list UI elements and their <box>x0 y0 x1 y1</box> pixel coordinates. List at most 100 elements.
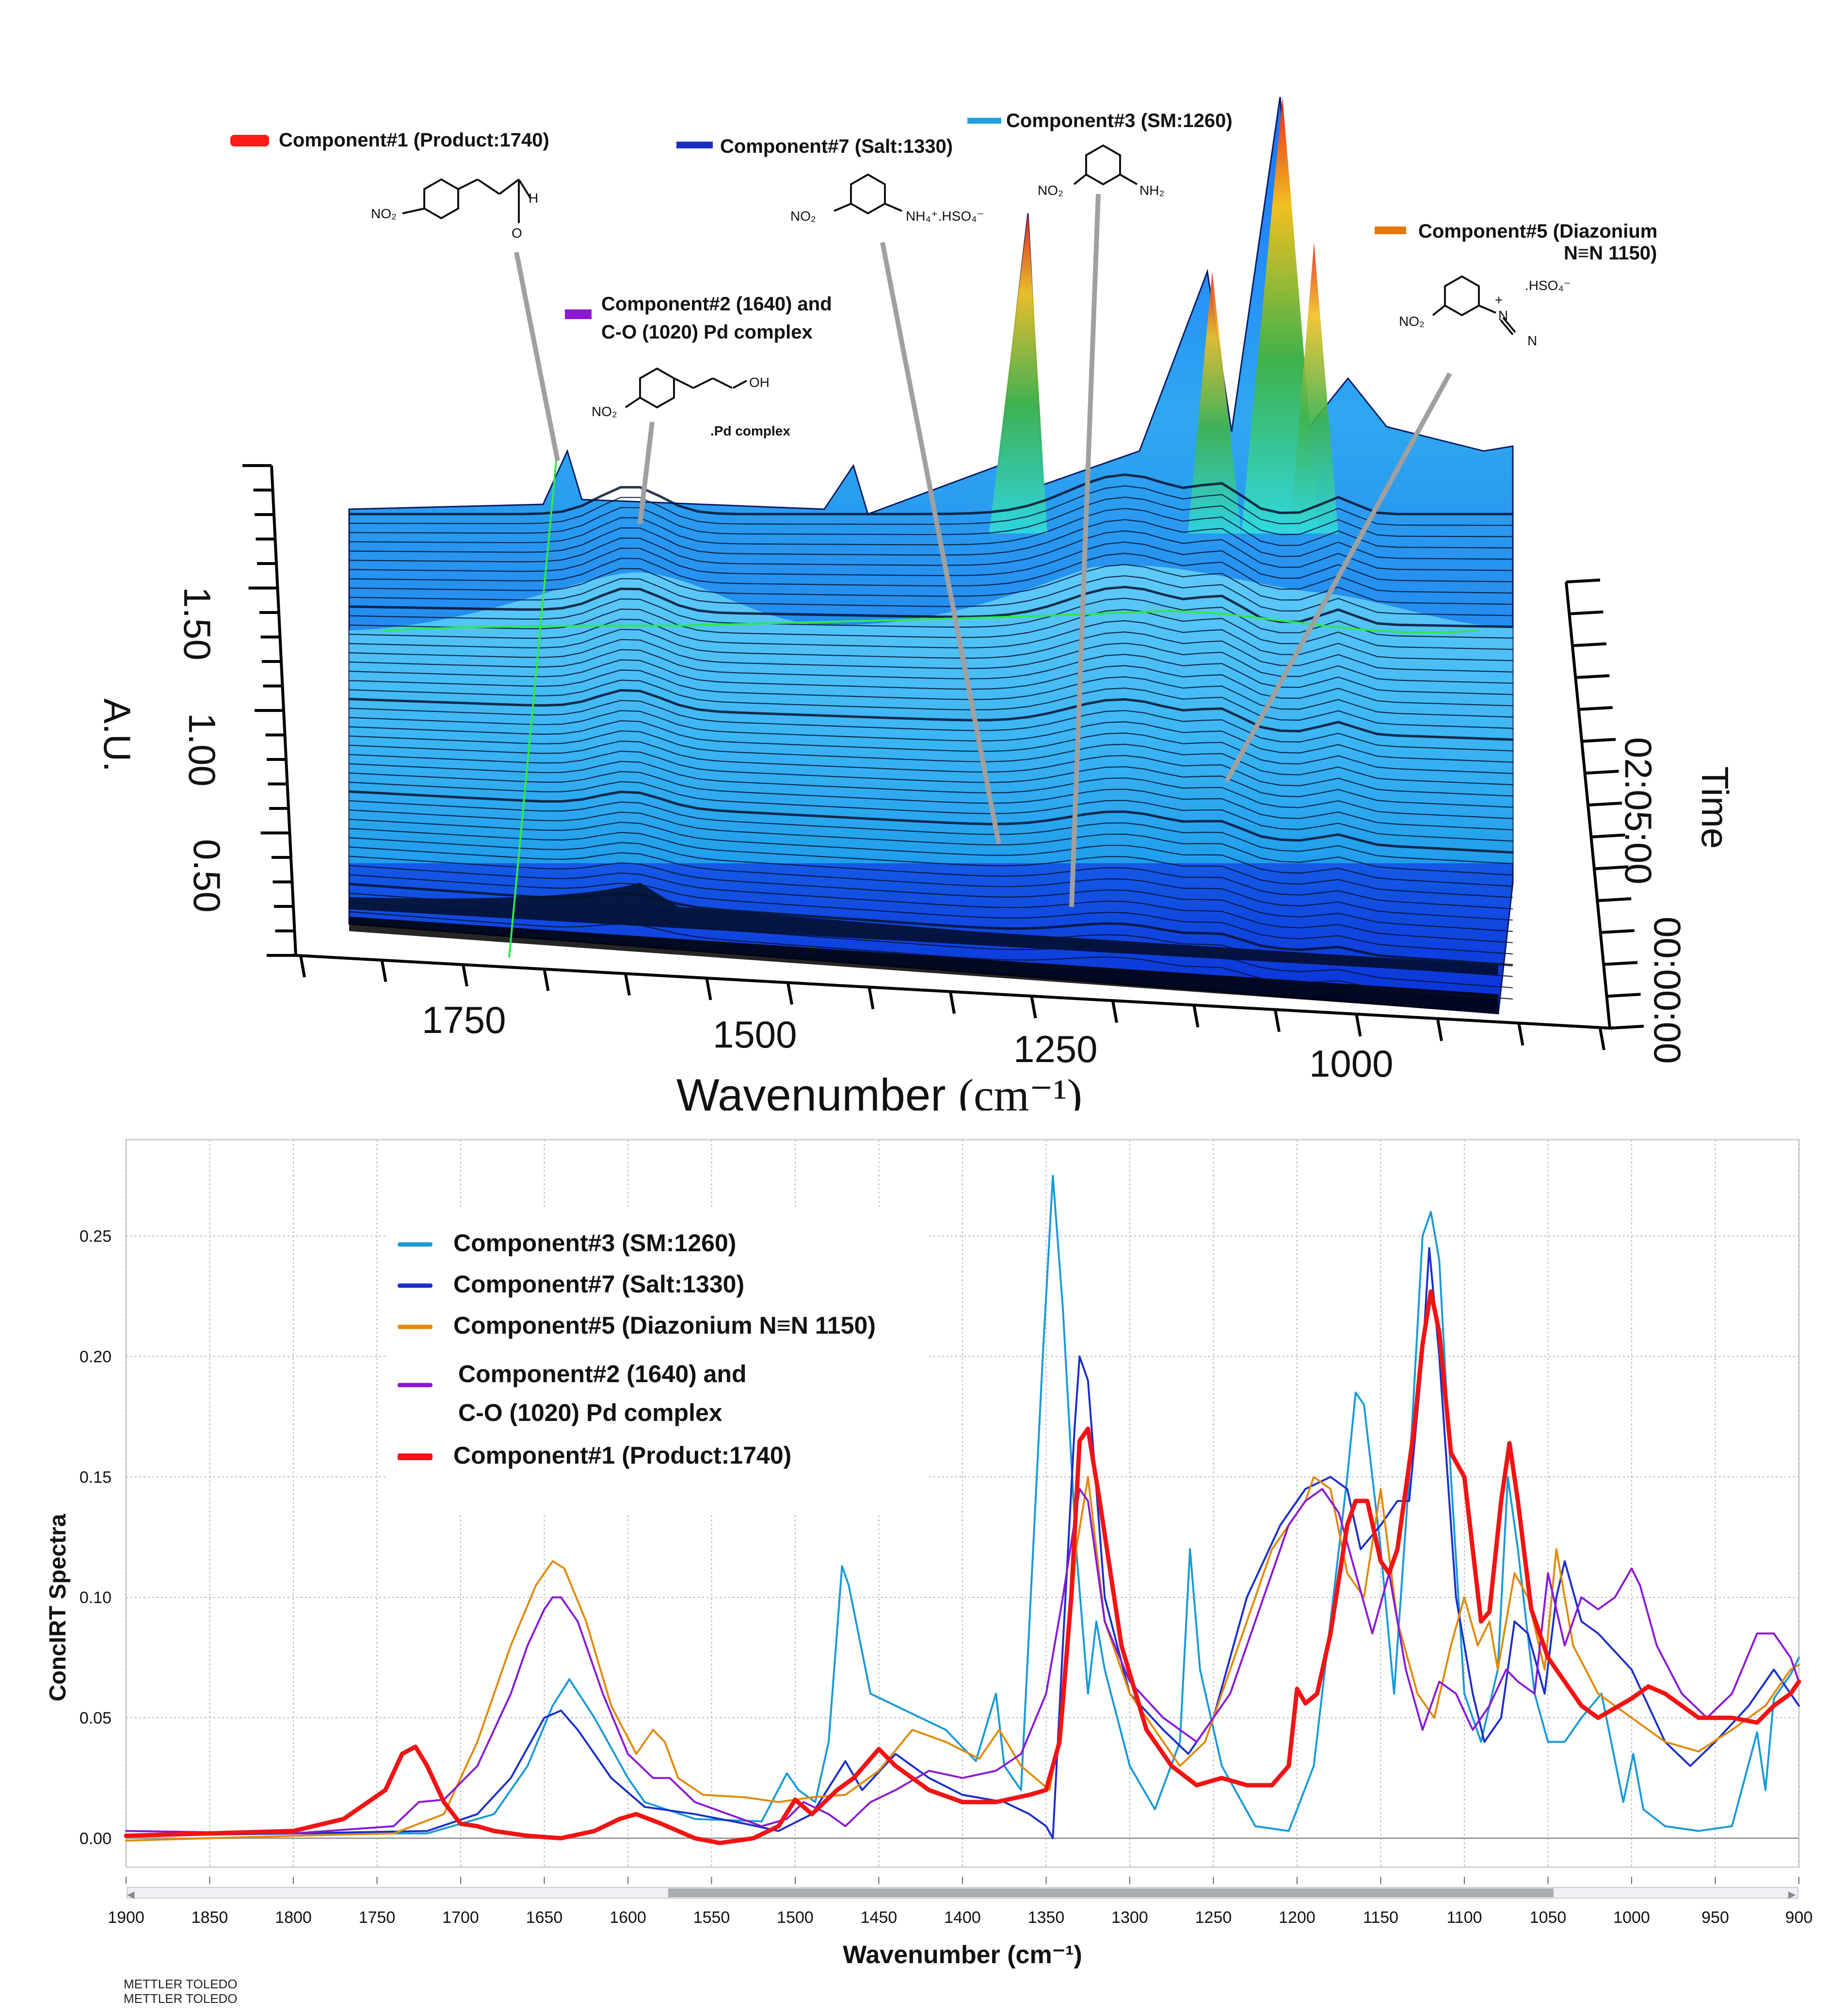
pointer-component7 <box>880 242 1001 844</box>
waterfall-trace <box>349 629 1513 673</box>
waterfall-trace <box>349 800 1513 864</box>
chem-no2-c2: NO₂ <box>592 404 617 419</box>
waterfall-trace-lines <box>349 473 1513 1000</box>
time-tick <box>1585 770 1619 775</box>
dark-band <box>349 917 1498 1014</box>
legend-label-4: Component#1 (Product:1740) <box>453 1442 791 1469</box>
x-tick <box>1274 1009 1281 1032</box>
x-tick-label: 1700 <box>442 1908 479 1927</box>
waterfall-trace <box>349 819 1513 887</box>
y-tick-label: 0.05 <box>80 1709 112 1727</box>
x-tick <box>380 959 387 982</box>
waterfall-trace <box>349 790 1513 854</box>
waterfall-trace <box>349 669 1513 718</box>
x-tick-label: 900 <box>1785 1908 1813 1927</box>
legend-label-component2: Component#2 (1640) and <box>601 293 832 315</box>
x-tick-label: 950 <box>1701 1908 1729 1927</box>
chem-no2-c3: NO₂ <box>1038 183 1063 198</box>
time-tick-label-000000: 00:00:00 <box>1646 917 1689 1064</box>
waterfall-trace <box>349 809 1513 876</box>
x-tick-label: 1100 <box>1446 1908 1482 1927</box>
waterfall-trace <box>349 649 1513 695</box>
swatch-component7 <box>676 142 713 148</box>
legend-swatch-4 <box>398 1453 433 1460</box>
time-tick <box>1609 1025 1644 1030</box>
scroll-left-arrow[interactable]: ◀ <box>127 1889 135 1900</box>
waterfall-trace <box>349 541 1513 582</box>
chem-pd-c2: .Pd complex <box>710 423 790 438</box>
time-axis-ticks <box>1566 579 1644 1030</box>
waterfall-trace <box>349 618 1513 661</box>
structure-component7 <box>834 173 902 215</box>
waterfall-trace <box>349 530 1513 571</box>
x-tick-label: 1000 <box>1613 1908 1650 1927</box>
y-tick-label: 0.15 <box>80 1468 112 1486</box>
vendor-line-1: METTLER TOLEDO <box>124 1977 238 1991</box>
x-tick <box>705 978 712 1000</box>
x-tick-label: 1300 <box>1111 1908 1148 1927</box>
time-tick <box>1606 993 1641 998</box>
time-tick <box>1591 833 1625 839</box>
x-tick-label: 1350 <box>1028 1908 1065 1927</box>
chem-no2-c1: NO₂ <box>371 206 397 221</box>
waterfall-trace <box>349 750 1513 808</box>
legend-label-component5: Component#5 (Diazonium <box>1418 221 1657 242</box>
waterfall-trace <box>349 597 1513 639</box>
waterfall-trace <box>349 846 1513 921</box>
legend-label-component5-line2: N≡N 1150) <box>1564 242 1657 264</box>
waterfall-trace <box>349 552 1513 594</box>
x-tick-label: 1850 <box>192 1908 228 1927</box>
chem-n1-c5: N <box>1498 308 1508 323</box>
waterfall-trace <box>349 689 1513 741</box>
peak-1070 <box>1290 242 1338 533</box>
swatch-component3 <box>967 118 1001 124</box>
waterfall-trace <box>349 720 1513 774</box>
waterfall-trace <box>349 496 1513 537</box>
y-tick-label: 0.10 <box>80 1589 112 1607</box>
x-tick <box>1192 1005 1200 1028</box>
x-axis-ticks <box>299 955 1605 1050</box>
waterfall-3d-panel: 1.50 1.00 0.50 A.U. 1750 1500 1250 1000 … <box>96 97 1736 1111</box>
time-tick <box>1572 642 1607 647</box>
x-tick-label-1000: 1000 <box>1309 1042 1394 1085</box>
x-tick-label: 1550 <box>693 1908 730 1927</box>
scroll-right-arrow[interactable]: ▶ <box>1788 1889 1796 1900</box>
chem-oh-c2: OH <box>749 375 770 390</box>
waterfall-trace <box>349 855 1513 932</box>
waterfall-trace <box>349 679 1513 729</box>
time-tick <box>1566 579 1601 583</box>
pointer-component2 <box>638 421 655 524</box>
structure-component5 <box>1432 275 1516 336</box>
x-tick <box>299 955 306 978</box>
peak-1350 <box>989 213 1047 533</box>
chem-nh2-c3: NH₂ <box>1139 183 1164 198</box>
waterfall-trace <box>349 639 1513 684</box>
x-tick <box>867 987 875 1010</box>
time-tick <box>1587 802 1622 806</box>
waterfall-trace <box>349 730 1513 786</box>
legend-label-component1: Component#1 (Product:1740) <box>279 129 549 151</box>
x-tick <box>949 991 956 1014</box>
chem-no2-c5: NO₂ <box>1399 314 1425 329</box>
x-tick <box>1517 1023 1524 1046</box>
x-tick <box>1030 996 1037 1018</box>
x-tick-label-1750: 1750 <box>422 999 506 1041</box>
waterfall-trace <box>349 883 1513 967</box>
legend-label-3-line2: C-O (1020) Pd complex <box>458 1399 722 1426</box>
chem-hso4-c5: .HSO₄⁻ <box>1525 278 1571 293</box>
time-tick <box>1603 961 1638 966</box>
chem-h-c1: H <box>529 191 538 206</box>
time-tick <box>1597 897 1632 903</box>
legend-swatch-0 <box>398 1242 433 1247</box>
legend-label-component2-line2: C-O (1020) Pd complex <box>601 322 813 343</box>
chem-o-c1: O <box>512 226 522 241</box>
dark-band-2 <box>349 883 1498 975</box>
waterfall-trace <box>349 710 1513 763</box>
x-tick <box>1436 1018 1443 1041</box>
spectra-line-chart: 0.00 0.05 0.10 0.15 0.20 0.25 1900 1850 1800 175… <box>45 1139 1813 2006</box>
legend-swatch-2 <box>398 1324 433 1329</box>
scrollbar-thumb[interactable] <box>668 1888 1554 1897</box>
peak-1150 <box>1188 272 1241 533</box>
legend-label-2: Component#5 (Diazonium N≡N 1150) <box>453 1312 876 1339</box>
x-tick-label-1250: 1250 <box>1013 1028 1098 1070</box>
